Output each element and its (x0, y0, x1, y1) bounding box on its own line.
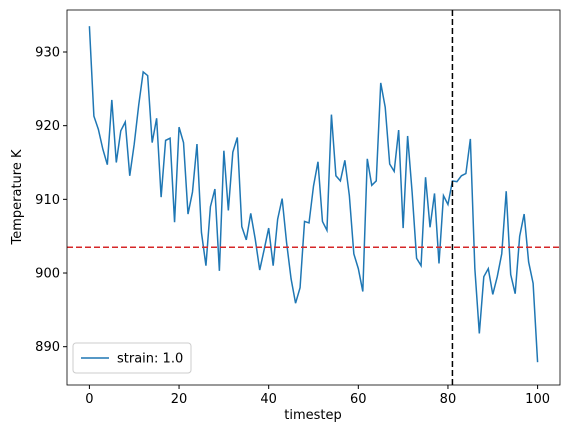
legend-box (72, 342, 192, 374)
x-tick-label: 20 (171, 392, 188, 407)
x-tick-label: 100 (525, 392, 550, 407)
y-axis-label: Temperature K (10, 149, 25, 245)
y-tick-label: 930 (35, 45, 60, 60)
y-tick-label: 900 (35, 267, 60, 282)
x-tick-label: 0 (85, 392, 93, 407)
x-tick-label: 60 (350, 392, 367, 407)
y-tick-label: 890 (35, 340, 60, 355)
y-tick-label: 920 (35, 119, 60, 134)
legend-label: strain: 1.0 (117, 352, 183, 367)
y-tick-label: 910 (35, 193, 60, 208)
data-line (88, 26, 539, 363)
plot-frame (66, 9, 561, 386)
x-tick-label: 80 (440, 392, 457, 407)
x-tick-label: 40 (260, 392, 277, 407)
x-axis-label: timestep (284, 408, 342, 423)
